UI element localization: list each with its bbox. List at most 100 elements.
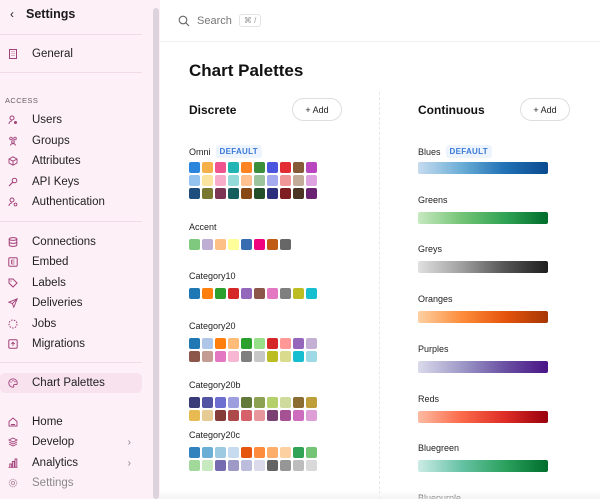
chevron-left-icon: ‹ <box>10 7 14 21</box>
color-swatch <box>293 338 304 349</box>
color-swatch <box>241 338 252 349</box>
sidebar-item-analytics[interactable]: Analytics › <box>0 453 142 473</box>
palette-name-text: Blues <box>418 146 441 157</box>
back-to-settings[interactable]: ‹ Settings <box>10 6 75 22</box>
sidebar-item-label: Connections <box>32 236 96 248</box>
add-discrete-button[interactable]: + Add <box>292 98 342 121</box>
color-swatch <box>293 460 304 471</box>
sidebar-item-label: Develop <box>32 436 75 448</box>
color-swatch <box>306 175 317 186</box>
color-swatch <box>202 175 213 186</box>
sidebar-item-home[interactable]: Home <box>0 412 142 432</box>
palette-name[interactable]: Bluegreen <box>418 443 459 453</box>
color-swatch <box>267 288 278 299</box>
swatch-grid[interactable] <box>189 447 317 471</box>
color-swatch <box>215 175 226 186</box>
color-swatch <box>215 188 226 199</box>
sidebar-item-users[interactable]: Users <box>0 110 142 130</box>
palette-name[interactable]: Greys <box>418 244 442 254</box>
color-swatch <box>280 288 291 299</box>
gradient-bar[interactable] <box>418 410 548 423</box>
sidebar-item-label: Deliveries <box>32 297 83 309</box>
column-divider <box>379 92 380 499</box>
sidebar-item-connections[interactable]: Connections <box>0 232 142 252</box>
color-swatch <box>189 410 200 421</box>
sidebar-item-label: Attributes <box>32 155 81 167</box>
scrollbar-thumb[interactable] <box>153 8 159 499</box>
color-swatch <box>280 162 291 173</box>
sidebar-item-chart-palettes[interactable]: Chart Palettes <box>0 373 142 393</box>
gradient-bar[interactable] <box>418 211 548 224</box>
palette-name[interactable]: Accent <box>189 222 217 232</box>
color-swatch <box>241 397 252 408</box>
sidebar-item-label: Jobs <box>32 318 57 330</box>
sidebar-item-label: General <box>32 48 73 60</box>
color-swatch <box>189 162 200 173</box>
swatch-grid[interactable] <box>189 338 317 362</box>
color-swatch <box>254 338 265 349</box>
gradient-bar[interactable] <box>418 360 548 373</box>
palette-name[interactable]: Blues DEFAULT <box>418 145 492 158</box>
color-swatch <box>241 239 252 250</box>
color-swatch <box>306 351 317 362</box>
color-swatch <box>228 351 239 362</box>
color-swatch <box>228 288 239 299</box>
sidebar-item-attributes[interactable]: Attributes <box>0 151 142 171</box>
swatch-grid[interactable] <box>189 397 317 421</box>
color-swatch <box>267 447 278 458</box>
sidebar-item-deliveries[interactable]: Deliveries <box>0 293 142 313</box>
sidebar-item-develop[interactable]: Develop › <box>0 432 142 452</box>
swatch-grid[interactable] <box>189 288 317 299</box>
sidebar-item-authentication[interactable]: Authentication <box>0 192 142 212</box>
gradient-bar[interactable] <box>418 162 548 174</box>
palette-icon <box>8 378 18 388</box>
color-swatch <box>267 338 278 349</box>
sidebar-item-api-keys[interactable]: API Keys <box>0 172 142 192</box>
gradient-bar[interactable] <box>418 261 548 274</box>
palette-name[interactable]: Greens <box>418 195 448 205</box>
color-swatch <box>228 239 239 250</box>
swatch-grid[interactable] <box>189 162 317 199</box>
sidebar-item-labels[interactable]: Labels <box>0 273 142 293</box>
sidebar-item-jobs[interactable]: Jobs <box>0 314 142 334</box>
color-swatch <box>228 175 239 186</box>
search-bar[interactable]: Search ⌘ / <box>160 0 600 42</box>
palette-name[interactable]: Category20c <box>189 430 240 440</box>
color-swatch <box>267 175 278 186</box>
color-swatch <box>228 162 239 173</box>
sidebar-item-migrations[interactable]: Migrations <box>0 334 142 354</box>
palette-name[interactable]: Category10 <box>189 271 236 281</box>
swatch-grid[interactable] <box>189 239 317 250</box>
color-swatch <box>241 175 252 186</box>
gradient-bar[interactable] <box>418 311 548 324</box>
palette-name[interactable]: Reds <box>418 394 439 404</box>
color-swatch <box>267 162 278 173</box>
sidebar-item-groups[interactable]: Groups <box>0 131 142 151</box>
palette-name[interactable]: Omni DEFAULT <box>189 145 262 158</box>
palette-name[interactable]: Oranges <box>418 294 453 304</box>
chevron-right-icon: › <box>127 457 131 469</box>
color-swatch <box>254 397 265 408</box>
color-swatch <box>189 239 200 250</box>
palette-name[interactable]: Category20b <box>189 380 241 390</box>
color-swatch <box>254 351 265 362</box>
palette-name-text: Reds <box>418 393 440 404</box>
color-swatch <box>306 338 317 349</box>
gradient-bar[interactable] <box>418 460 548 473</box>
user-check-icon <box>8 197 18 207</box>
color-swatch <box>241 447 252 458</box>
layers-icon <box>8 437 18 447</box>
color-swatch <box>189 351 200 362</box>
sidebar-item-general[interactable]: General <box>0 44 142 64</box>
color-swatch <box>306 397 317 408</box>
add-continuous-button[interactable]: + Add <box>520 98 570 121</box>
sidebar-item-embed[interactable]: Embed <box>0 252 142 272</box>
color-swatch <box>280 447 291 458</box>
sidebar-scrollbar[interactable] <box>152 0 160 499</box>
divider <box>0 221 142 222</box>
palette-name[interactable]: Category20 <box>189 321 236 331</box>
sidebar: ‹ Settings General ACCESS Users Groups A… <box>0 0 152 499</box>
sidebar-item-settings[interactable]: Settings <box>0 473 142 493</box>
palette-name[interactable]: Purples <box>418 344 449 354</box>
